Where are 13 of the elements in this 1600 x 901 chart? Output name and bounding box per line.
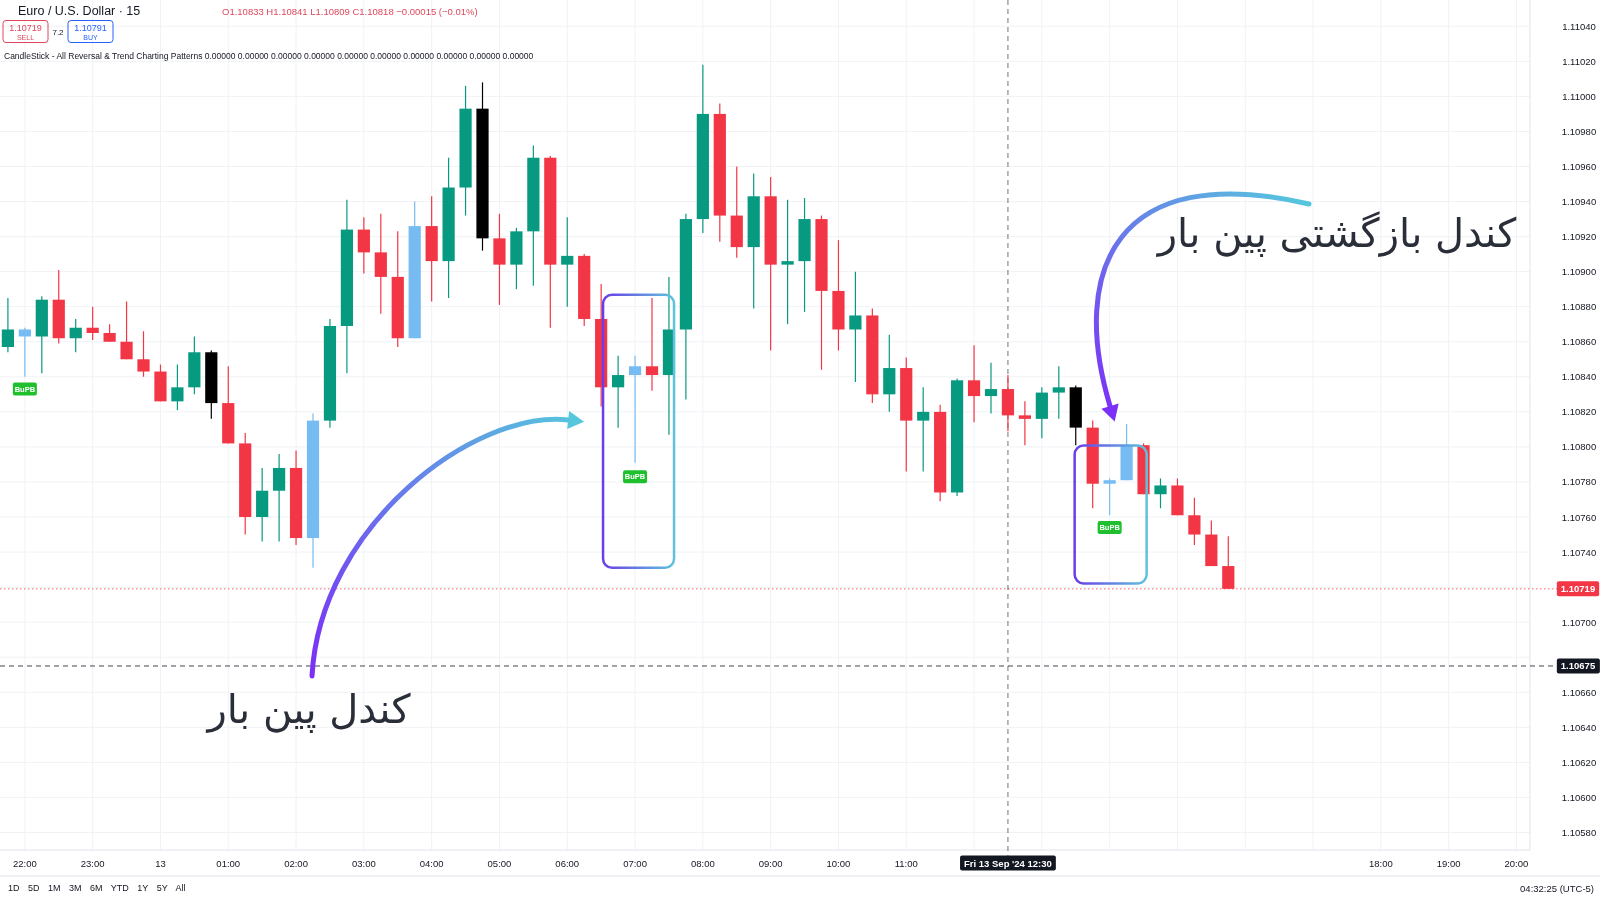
annotation: CandleStick - All Reversal & Trend Charting Patterns 0.00000 0.00000 0.00000 0.00000 0.00000 0.00000 0.00000 0.00000 0.00000 0.00000 [4, 51, 534, 61]
annotation: کندل بازگشتی پین بار [1155, 210, 1518, 257]
annotation: 7.2 [52, 28, 65, 37]
annotation: 1.10719 [9, 23, 42, 33]
text: 04:32:25 (UTC-5) [1520, 882, 1594, 894]
annotation: 1.10791 [74, 23, 107, 33]
text: O1.10833 H1.10841 L1.10809 C1.10818 −0.00015 (−0.01%) [222, 5, 478, 17]
annotation: کندل پین بار [205, 686, 412, 733]
ref-line-label: 1.10675 [1560, 660, 1596, 672]
text: 1D 5D 1M 3M 6M YTD 1Y 5Y All [8, 883, 186, 893]
ref-line-label: 1.10719 [1560, 583, 1596, 595]
chart-title: Euro / U.S. Dollar · 15 [18, 4, 141, 18]
ref-line-label: Fri 13 Sep '24 12:30 [964, 857, 1052, 869]
